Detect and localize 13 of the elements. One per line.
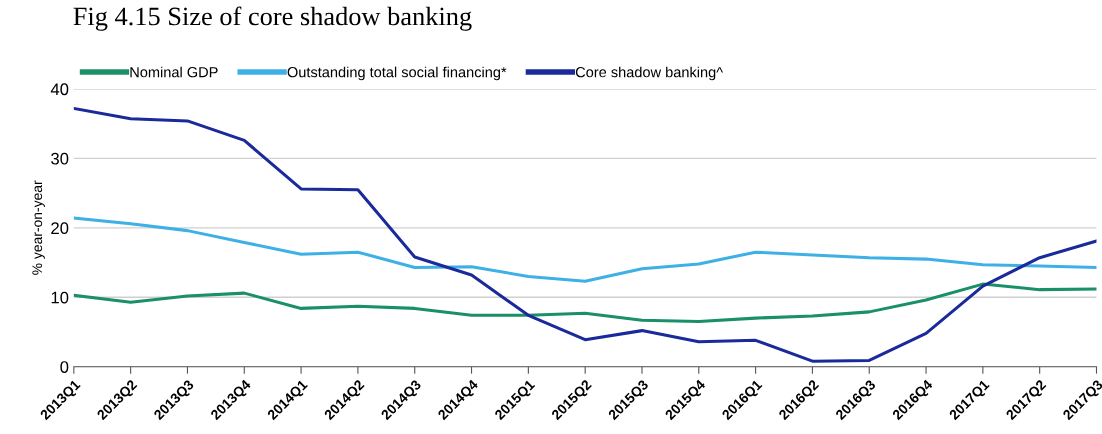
y-tick-label: 20 (51, 222, 69, 235)
y-axis-title: % year-on-year (32, 180, 45, 275)
chart-title: Fig 4.15 Size of core shadow banking (73, 6, 472, 31)
legend-label: Nominal GDP (130, 66, 218, 78)
y-tick-label: 30 (51, 152, 69, 165)
line-series (73, 282, 1097, 324)
legend-label: Outstanding total social financing* (287, 66, 507, 81)
y-tick-label: 40 (50, 83, 69, 96)
line-series (73, 216, 1097, 283)
y-tick-label: 0 (60, 361, 69, 373)
legend-label: Core shadow banking^ (575, 66, 723, 81)
line-series (73, 106, 1097, 363)
y-tick-label: 10 (51, 291, 69, 304)
